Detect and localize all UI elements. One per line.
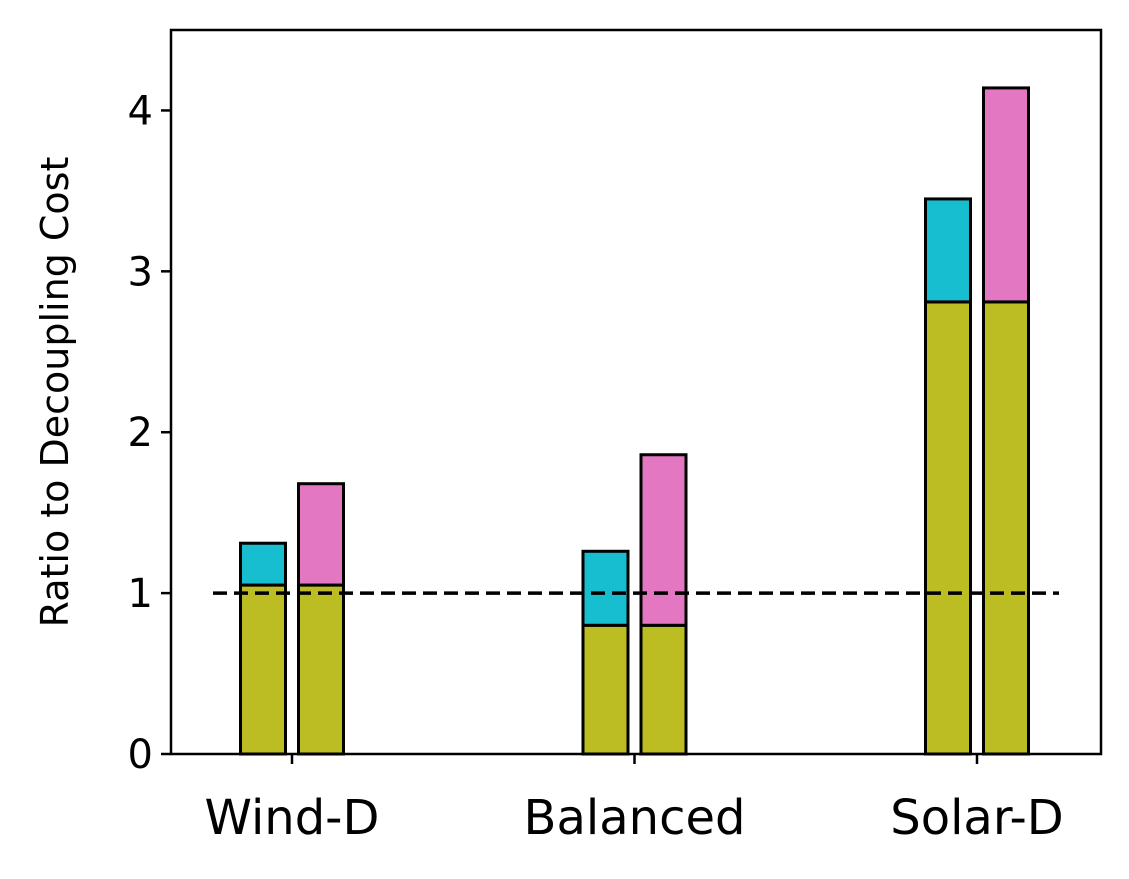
y-tick-label: 1: [128, 571, 153, 617]
bar-segment: [297, 482, 345, 587]
bar-segment: [297, 583, 345, 756]
bar-segment: [581, 549, 630, 627]
y-tick-label: 2: [128, 410, 153, 456]
bar-segment: [924, 300, 972, 756]
bar-segment: [581, 623, 630, 756]
x-tick-label: Wind-D: [205, 790, 380, 846]
bar-segment: [239, 541, 287, 587]
y-tick-label: 4: [128, 88, 153, 134]
x-tick-label: Solar-D: [890, 790, 1064, 846]
plot-frame: [169, 28, 1103, 756]
bar-segment: [924, 197, 972, 304]
x-tick-label: Balanced: [524, 790, 746, 846]
y-axis-label: Ratio to Decoupling Cost: [33, 157, 77, 628]
bar-segment: [982, 300, 1030, 756]
y-tick-label: 3: [128, 249, 153, 295]
y-tick-label: 0: [128, 732, 153, 778]
bar-segment: [639, 453, 688, 627]
bar-segment: [982, 86, 1030, 304]
bar-segment: [639, 623, 688, 756]
bar-segment: [239, 583, 287, 756]
